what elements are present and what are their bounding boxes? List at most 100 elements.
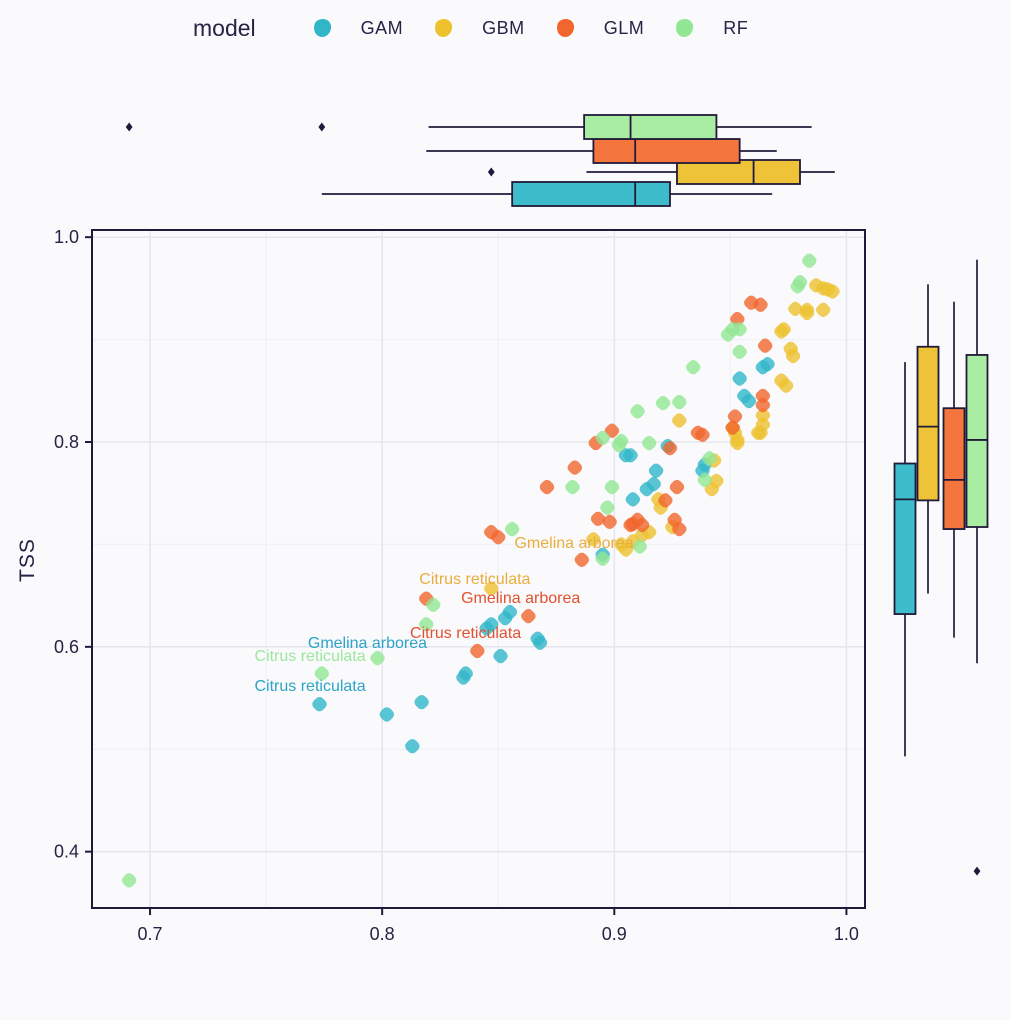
scatter-point-gam <box>530 631 545 646</box>
legend: model GAM GBM GLM RF <box>193 8 748 48</box>
scatter-point-glm <box>755 397 771 413</box>
x-tick-label: 0.7 <box>138 924 163 944</box>
scatter-point-glm <box>755 388 771 404</box>
species-label: Citrus reticulata <box>419 571 531 589</box>
scatter-point-gbm <box>484 581 499 596</box>
scatter-point-rf <box>630 404 645 419</box>
scatter-point-gbm <box>586 532 601 547</box>
scatter-point-rf <box>595 430 610 446</box>
scatter-point-rf <box>686 360 701 375</box>
scatter-point-gbm <box>785 348 801 364</box>
scatter-point-rf <box>672 394 687 410</box>
scatter-point-gam <box>648 463 664 478</box>
boxplot-outlier <box>125 122 133 132</box>
legend-item-gam: GAM <box>312 17 404 39</box>
box-glm <box>592 138 741 164</box>
scatter-point-gam <box>755 360 771 375</box>
scatter-point-gbm <box>778 378 794 393</box>
box-gam <box>893 462 917 615</box>
scatter-point-gam <box>741 393 757 409</box>
scatter-point-gbm <box>672 413 687 428</box>
panel-border <box>91 229 866 909</box>
scatter-point-rf <box>600 500 615 515</box>
scatter-point-rf <box>595 551 610 566</box>
scatter-point-rf <box>426 597 441 613</box>
scatter-point-gam <box>732 371 747 386</box>
scatter-point-gam <box>479 621 494 636</box>
scatter-point-glm <box>727 409 743 424</box>
x-tick-label: 0.8 <box>370 924 395 944</box>
scatter-point-gam <box>379 707 395 722</box>
scatter-point-rf <box>802 253 817 268</box>
legend-item-gbm: GBM <box>434 17 525 39</box>
species-label: Citrus reticulata <box>254 677 366 695</box>
scatter-point-rf <box>732 344 747 360</box>
scatter-point-rf <box>370 650 385 666</box>
scatter-point-rf <box>611 437 627 453</box>
scatter-point-gbm <box>816 302 831 318</box>
boxplot-outlier <box>973 866 981 876</box>
scatter-point-glm <box>604 423 620 438</box>
scatter-point-glm <box>757 338 773 353</box>
species-label: Gmelina arborea <box>461 589 581 607</box>
scatter-point-gbm <box>776 322 791 337</box>
scatter-point-gbm <box>799 305 815 321</box>
legend-label-gam: GAM <box>360 17 404 38</box>
legend-item-glm: GLM <box>555 17 645 39</box>
scatter-point-rf <box>604 479 620 495</box>
scatter-point-glm <box>662 440 678 456</box>
scatter-point-glm <box>753 297 768 312</box>
legend-title: model <box>193 14 256 41</box>
scatter-point-rf <box>565 479 580 495</box>
scatter-point-gbm <box>755 408 771 423</box>
scatter-point-glm <box>672 521 687 537</box>
y-tick-label: 1.0 <box>54 227 79 247</box>
scatter-point-glm <box>658 493 673 508</box>
scatter-point-glm <box>625 516 641 532</box>
y-tick-label: 0.4 <box>54 842 79 862</box>
scatter-point-rf <box>121 873 137 888</box>
scatter-point-rf <box>419 617 434 632</box>
scatter-point-glm <box>725 420 740 435</box>
species-label: Gmelina arborea <box>514 535 634 553</box>
scatter-point-glm <box>590 511 606 527</box>
legend-label-gbm: GBM <box>482 17 525 38</box>
scatter-point-rf <box>504 521 520 537</box>
scatter-point-gam <box>493 648 508 664</box>
scatter-point-rf <box>641 435 657 451</box>
boxplot-outlier <box>318 122 326 132</box>
y-tick-label: 0.8 <box>54 432 79 452</box>
legend-label-rf: RF <box>723 17 749 38</box>
scatter-point-gam <box>405 738 420 754</box>
scatter-point-gam <box>639 481 654 497</box>
scatter-point-rf <box>792 275 808 290</box>
scatter-point-gbm <box>614 537 629 552</box>
x-tick-label: 0.9 <box>602 924 627 944</box>
scatter-point-glm <box>602 514 617 530</box>
box-glm <box>942 407 966 530</box>
legend-label-glm: GLM <box>603 17 645 38</box>
box-gam <box>511 181 671 207</box>
scatter-point-rf <box>632 539 648 554</box>
box-rf <box>965 354 989 528</box>
scatter-point-rf <box>655 395 671 411</box>
species-label: Citrus reticulata <box>410 624 522 642</box>
scatter-point-glm <box>491 530 506 545</box>
scatter-point-glm <box>539 479 555 495</box>
boxplot-outlier <box>487 167 495 177</box>
scatter-point-rf <box>697 472 713 488</box>
x-tick-label: 1.0 <box>834 924 859 944</box>
box-rf <box>583 114 718 140</box>
scatter-point-gbm <box>730 435 745 451</box>
scatter-point-rf <box>702 451 717 466</box>
scatter-point-gbm <box>809 278 824 293</box>
species-label: Citrus reticulata <box>254 648 366 666</box>
scatter-point-rf <box>314 666 330 681</box>
box-gbm <box>916 345 940 502</box>
scatter-point-glm <box>574 552 590 567</box>
scatter-point-gbm <box>820 282 836 297</box>
scatter-point-glm <box>695 427 710 443</box>
scatter-point-gam <box>625 492 641 507</box>
scatter-point-glm <box>567 460 583 475</box>
